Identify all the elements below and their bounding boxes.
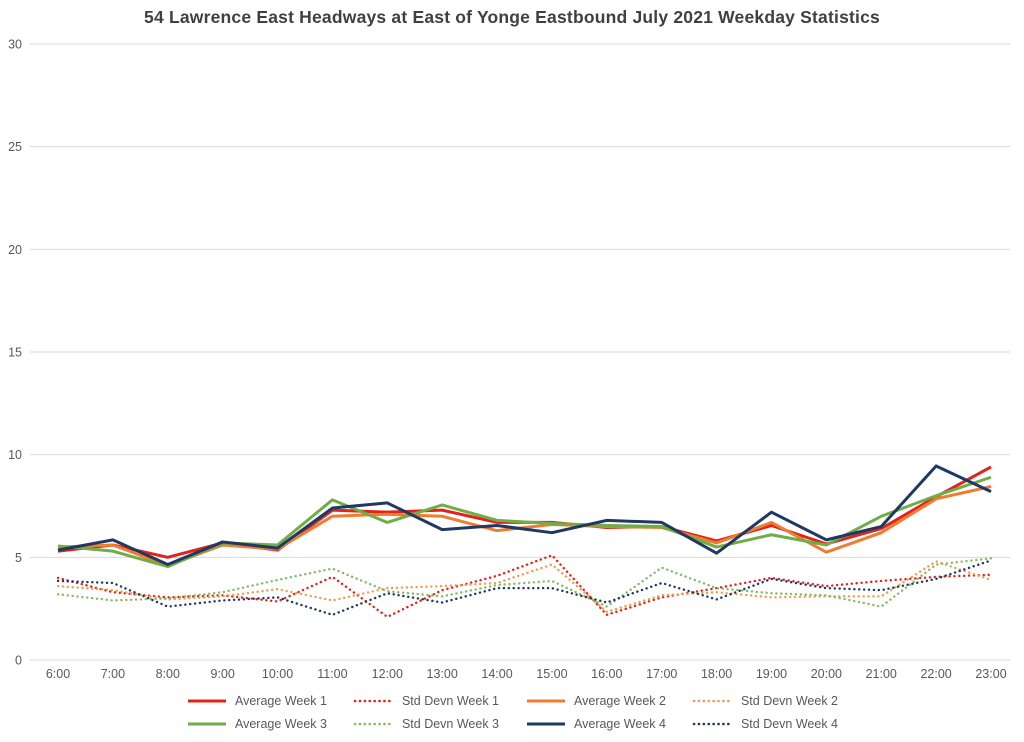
legend-label-std-devn-week-3: Std Devn Week 3: [401, 716, 499, 731]
x-tick-label-15:00: 15:00: [536, 667, 567, 681]
legend-swatch-average-week-4: [527, 722, 565, 725]
series-line-std-devn-week-3: [56, 557, 993, 608]
y-tick-label-25: 25: [8, 140, 22, 154]
legend-label-std-devn-week-2: Std Devn Week 2: [740, 693, 839, 708]
legend-label-average-week-1: Average Week 1: [234, 693, 327, 708]
x-tick-label-14:00: 14:00: [481, 667, 512, 681]
y-tick-label-10: 10: [8, 448, 22, 462]
chart-title: 54 Lawrence East Headways at East of Yon…: [144, 7, 880, 27]
x-tick-label-18:00: 18:00: [701, 667, 732, 681]
legend-label-average-week-3: Average Week 3: [234, 716, 327, 731]
legend-swatch-std-devn-week-4: [692, 722, 734, 725]
x-tick-label-7:00: 7:00: [101, 667, 125, 681]
x-tick-label-16:00: 16:00: [591, 667, 622, 681]
y-tick-label-0: 0: [15, 654, 22, 668]
legend-item-std-devn-week-1: Std Devn Week 1: [353, 694, 499, 708]
legend-row-2: Average Week 3 Std Devn Week 3 Average Wee…: [186, 715, 838, 732]
legend-label-average-week-2: Average Week 2: [574, 693, 666, 708]
legend-label-std-devn-week-4: Std Devn Week 4: [740, 716, 839, 731]
legend-item-average-week-3: Average Week 3: [186, 717, 327, 731]
legend-swatch-std-devn-week-1: [353, 699, 395, 702]
x-tick-label-12:00: 12:00: [372, 667, 403, 681]
y-tick-label-20: 20: [8, 243, 22, 257]
legend-row-1: Average Week 1 Std Devn Week 1 Average Wee…: [186, 692, 838, 709]
x-tick-label-20:00: 20:00: [811, 667, 842, 681]
legend-item-average-week-4: Average Week 4: [525, 717, 666, 731]
series-line-average-week-4: [57, 464, 992, 567]
x-tick-label-21:00: 21:00: [866, 667, 897, 681]
y-tick-label-15: 15: [8, 346, 22, 360]
legend-item-std-devn-week-3: Std Devn Week 3: [353, 717, 499, 731]
x-tick-label-23:00: 23:00: [975, 667, 1006, 681]
series-line-std-devn-week-4: [56, 559, 993, 617]
x-tick-label-17:00: 17:00: [646, 667, 677, 681]
y-tick-label-30: 30: [8, 38, 22, 52]
x-tick-label-9:00: 9:00: [210, 667, 234, 681]
x-tick-label-22:00: 22:00: [920, 667, 951, 681]
x-tick-label-11:00: 11:00: [317, 667, 347, 681]
legend-swatch-average-week-2: [527, 699, 565, 702]
chart-legend: Average Week 1 Std Devn Week 1 Average Wee…: [0, 692, 1024, 732]
x-tick-label-8:00: 8:00: [156, 667, 180, 681]
legend-item-std-devn-week-4: Std Devn Week 4: [692, 717, 838, 731]
legend-swatch-average-week-1: [187, 699, 226, 702]
legend-swatch-std-devn-week-2: [692, 699, 734, 702]
legend-swatch-average-week-3: [187, 722, 226, 725]
x-tick-label-19:00: 19:00: [756, 667, 787, 681]
legend-item-std-devn-week-2: Std Devn Week 2: [692, 694, 838, 708]
y-tick-label-5: 5: [15, 551, 22, 565]
legend-swatch-std-devn-week-3: [353, 722, 395, 725]
legend-item-average-week-2: Average Week 2: [525, 694, 666, 708]
x-tick-label-10:00: 10:00: [262, 667, 293, 681]
x-tick-label-13:00: 13:00: [427, 667, 458, 681]
legend-label-std-devn-week-1: Std Devn Week 1: [401, 693, 499, 708]
legend-label-average-week-4: Average Week 4: [574, 716, 666, 731]
legend-item-average-week-1: Average Week 1: [186, 694, 327, 708]
series-line-std-devn-week-2: [56, 560, 993, 613]
x-tick-label-6:00: 6:00: [46, 667, 70, 681]
series-line-std-devn-week-1: [56, 554, 993, 619]
